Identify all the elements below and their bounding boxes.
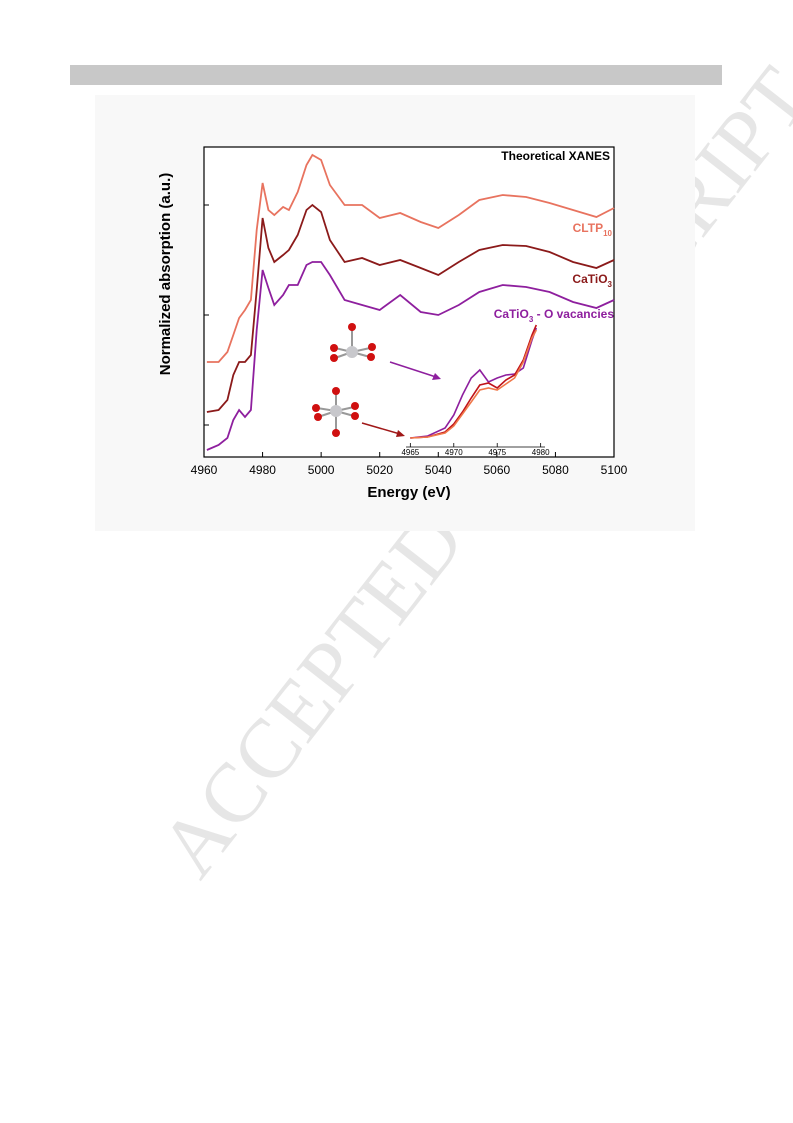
header-bar [70, 65, 722, 85]
x-tick-label: 5020 [366, 463, 393, 477]
series-label: CaTiO3 [572, 272, 612, 288]
x-tick-label: 5000 [308, 463, 335, 477]
series-label: CLTP10 [573, 221, 613, 237]
x-tick-label: 5060 [484, 463, 511, 477]
series-line [206, 153, 615, 363]
inset-x-tick-label: 4965 [401, 448, 419, 457]
molecule-vacancy [330, 323, 376, 362]
arrow [389, 361, 437, 378]
series-line [206, 203, 615, 413]
inset-line [410, 327, 538, 439]
inset-x-tick-label: 4975 [488, 448, 506, 457]
x-tick-label: 4980 [249, 463, 276, 477]
y-axis-label: Normalized absorption (a.u.) [157, 173, 174, 376]
inset-x-tick-label: 4970 [445, 448, 463, 457]
x-tick-label: 5100 [601, 463, 628, 477]
x-tick-label: 5040 [425, 463, 452, 477]
chart-title: Theoretical XANES [501, 149, 610, 163]
arrow [361, 422, 401, 435]
x-axis-label: Energy (eV) [367, 484, 450, 501]
inset-line [410, 329, 538, 439]
x-tick-label: 4960 [191, 463, 218, 477]
arrow-head [432, 373, 441, 380]
inset-x-tick-label: 4980 [532, 448, 550, 457]
inset-line [410, 324, 538, 439]
series-label: CaTiO3 - O vacancies [494, 307, 615, 323]
arrow-head [396, 430, 405, 437]
molecule-octahedron [312, 387, 359, 437]
x-tick-label: 5080 [542, 463, 569, 477]
series-line [206, 261, 615, 451]
